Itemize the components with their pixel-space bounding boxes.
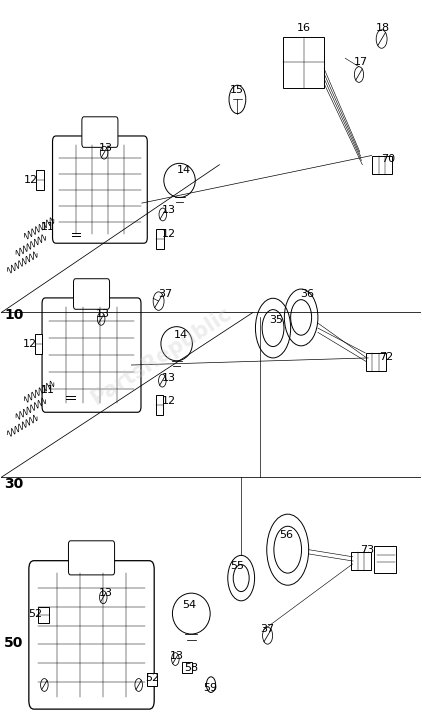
Text: 72: 72 [379, 352, 393, 361]
FancyBboxPatch shape [366, 353, 386, 371]
Text: 52: 52 [145, 673, 160, 683]
Circle shape [376, 30, 387, 48]
Text: 30: 30 [4, 477, 24, 491]
Text: 73: 73 [360, 545, 374, 555]
Text: 13: 13 [162, 205, 176, 215]
Text: 52: 52 [28, 610, 42, 620]
Text: 59: 59 [203, 683, 217, 693]
Ellipse shape [173, 593, 210, 634]
Ellipse shape [164, 163, 195, 198]
Text: 54: 54 [182, 600, 196, 610]
Text: 14: 14 [174, 330, 188, 340]
FancyBboxPatch shape [156, 230, 164, 250]
Text: 37: 37 [260, 623, 275, 634]
Circle shape [100, 591, 107, 604]
Text: 10: 10 [4, 308, 24, 322]
Circle shape [172, 652, 179, 665]
FancyBboxPatch shape [372, 155, 392, 174]
FancyBboxPatch shape [52, 136, 147, 243]
Circle shape [41, 679, 48, 692]
FancyBboxPatch shape [36, 170, 44, 190]
Text: 12: 12 [24, 175, 38, 185]
Circle shape [100, 146, 108, 159]
Text: 56: 56 [279, 530, 293, 540]
Text: 11: 11 [41, 385, 54, 395]
Text: 18: 18 [376, 23, 390, 33]
FancyBboxPatch shape [182, 662, 192, 672]
FancyBboxPatch shape [38, 607, 49, 623]
FancyBboxPatch shape [73, 279, 110, 309]
FancyBboxPatch shape [68, 540, 115, 575]
Text: 13: 13 [170, 651, 184, 661]
FancyBboxPatch shape [283, 37, 324, 88]
Text: 55: 55 [230, 561, 244, 571]
Text: 13: 13 [98, 143, 112, 153]
Circle shape [354, 67, 364, 83]
Text: 11: 11 [41, 222, 54, 232]
Text: 70: 70 [381, 154, 395, 164]
FancyBboxPatch shape [42, 298, 141, 412]
Text: 37: 37 [159, 289, 173, 299]
Circle shape [97, 312, 105, 325]
Text: 35: 35 [269, 314, 283, 324]
FancyBboxPatch shape [82, 117, 118, 148]
Text: 58: 58 [184, 662, 198, 672]
FancyBboxPatch shape [374, 546, 396, 573]
Text: PartsRepublic: PartsRepublic [87, 304, 235, 409]
Text: 14: 14 [177, 165, 191, 175]
Circle shape [229, 85, 246, 113]
Text: 13: 13 [96, 309, 110, 319]
Text: 50: 50 [4, 636, 24, 650]
Text: 36: 36 [300, 289, 314, 299]
Circle shape [159, 374, 166, 387]
FancyBboxPatch shape [35, 334, 42, 354]
Ellipse shape [161, 327, 192, 361]
Circle shape [262, 627, 273, 644]
Circle shape [159, 208, 167, 221]
FancyBboxPatch shape [156, 395, 163, 415]
Circle shape [206, 677, 216, 692]
Text: 12: 12 [162, 396, 176, 406]
FancyBboxPatch shape [351, 552, 371, 570]
Circle shape [135, 679, 143, 692]
Text: 15: 15 [230, 85, 244, 95]
Text: 13: 13 [98, 588, 112, 598]
Text: 17: 17 [354, 57, 368, 67]
Text: 12: 12 [23, 339, 37, 349]
Circle shape [153, 292, 164, 310]
Text: 16: 16 [297, 23, 311, 33]
FancyBboxPatch shape [29, 560, 154, 709]
FancyBboxPatch shape [147, 673, 157, 686]
Text: 12: 12 [162, 230, 176, 240]
Text: 13: 13 [162, 373, 176, 383]
